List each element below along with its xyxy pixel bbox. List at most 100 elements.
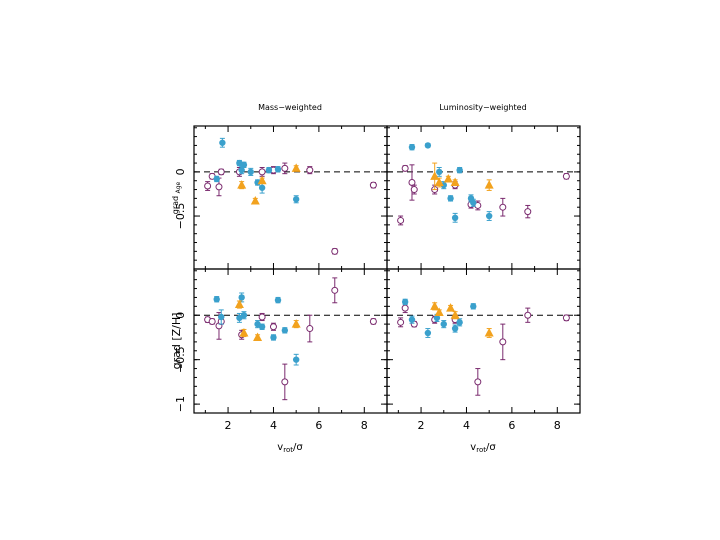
panel-mass-age: 0 −0.5 — [174, 125, 388, 270]
point-orange — [257, 175, 267, 185]
point-blue — [424, 329, 432, 337]
col-title-lum: Luminosity−weighted — [439, 103, 526, 112]
point-purple — [306, 166, 314, 174]
point-blue — [456, 319, 463, 326]
panel-frame — [386, 268, 581, 414]
y-tick-label: 0 — [174, 168, 187, 175]
point-blue — [292, 196, 300, 203]
point-purple — [258, 168, 266, 176]
point-blue — [240, 312, 248, 319]
point-purple — [562, 172, 570, 180]
point-orange — [450, 177, 460, 186]
point-orange — [291, 163, 301, 172]
point-purple — [215, 183, 223, 191]
point-orange — [234, 299, 244, 309]
point-blue — [240, 161, 248, 169]
point-orange — [250, 196, 260, 205]
point-purple — [369, 181, 377, 189]
point-orange — [446, 303, 456, 312]
x-tick-label: 4 — [463, 419, 470, 432]
point-blue — [470, 199, 477, 206]
point-blue — [258, 323, 266, 330]
point-blue — [270, 334, 277, 341]
point-orange — [484, 180, 494, 189]
point-blue — [292, 356, 300, 363]
point-purple — [281, 378, 289, 386]
point-purple — [204, 182, 212, 190]
panel-frame — [193, 268, 388, 414]
point-blue — [265, 166, 273, 174]
point-orange — [253, 332, 263, 341]
y-tick-label: −0.5 — [174, 203, 187, 230]
point-blue — [238, 166, 245, 174]
point-orange — [239, 328, 249, 337]
point-purple — [499, 338, 507, 346]
point-orange — [443, 173, 453, 183]
point-blue — [274, 166, 282, 173]
point-blue — [408, 316, 416, 323]
point-orange — [291, 319, 301, 328]
point-purple — [208, 317, 216, 325]
point-blue — [219, 139, 226, 146]
point-purple — [306, 325, 314, 333]
point-purple — [410, 186, 418, 194]
point-orange — [450, 310, 460, 319]
point-purple — [331, 247, 339, 255]
col-title-mass: Mass−weighted — [258, 103, 322, 112]
point-orange — [237, 180, 247, 189]
point-purple — [562, 314, 570, 322]
point-purple — [331, 286, 339, 294]
point-purple — [524, 208, 532, 216]
point-blue — [247, 168, 254, 176]
point-purple — [474, 378, 482, 386]
y-tick-label: 0 — [174, 312, 187, 319]
x-axis-label-right: vrot/σ — [470, 442, 496, 454]
x-tick-label: 8 — [361, 419, 368, 432]
point-blue — [408, 143, 416, 151]
point-orange — [434, 307, 444, 317]
point-purple — [499, 203, 507, 211]
point-blue — [258, 184, 266, 191]
point-orange — [434, 177, 444, 186]
point-blue — [436, 168, 443, 176]
point-orange — [430, 301, 440, 310]
y-tick-label: −0.5 — [174, 346, 187, 373]
point-purple — [397, 216, 405, 224]
panel-lum-age — [386, 125, 581, 270]
point-blue — [451, 325, 459, 332]
point-blue — [281, 327, 289, 334]
point-orange — [484, 328, 494, 337]
x-tick-label: 2 — [225, 419, 232, 432]
point-blue — [451, 214, 459, 222]
point-blue — [401, 298, 409, 306]
panel-frame — [386, 125, 581, 270]
x-tick-label: 6 — [315, 419, 322, 432]
point-blue — [238, 294, 245, 301]
point-blue — [213, 175, 220, 183]
point-blue — [424, 142, 432, 149]
y-axis-label-age: grad Age — [171, 181, 182, 214]
point-blue — [218, 313, 225, 321]
point-purple — [217, 168, 225, 176]
panels: 0 −0.5 2 4 6 8 0 −0.5 −1 2 4 6 8 — [174, 125, 581, 432]
point-blue — [433, 314, 441, 322]
point-purple — [397, 318, 405, 326]
panel-lum-zh: 2 4 6 8 — [386, 268, 581, 432]
point-blue — [274, 296, 282, 304]
point-blue — [440, 320, 447, 328]
x-axis-label-left: vrot/σ — [277, 442, 303, 454]
x-tick-label: 8 — [554, 419, 561, 432]
point-blue — [213, 296, 220, 303]
x-tick-label: 4 — [270, 419, 277, 432]
point-purple — [408, 178, 416, 186]
point-blue — [485, 212, 493, 220]
panel-mass-zh: 2 4 6 8 0 −0.5 −1 — [174, 268, 388, 432]
point-purple — [401, 304, 409, 312]
x-tick-label: 6 — [508, 419, 515, 432]
point-purple — [369, 317, 377, 325]
point-purple — [258, 313, 266, 321]
point-purple — [281, 164, 289, 172]
point-blue — [456, 166, 463, 174]
point-purple — [524, 311, 532, 319]
